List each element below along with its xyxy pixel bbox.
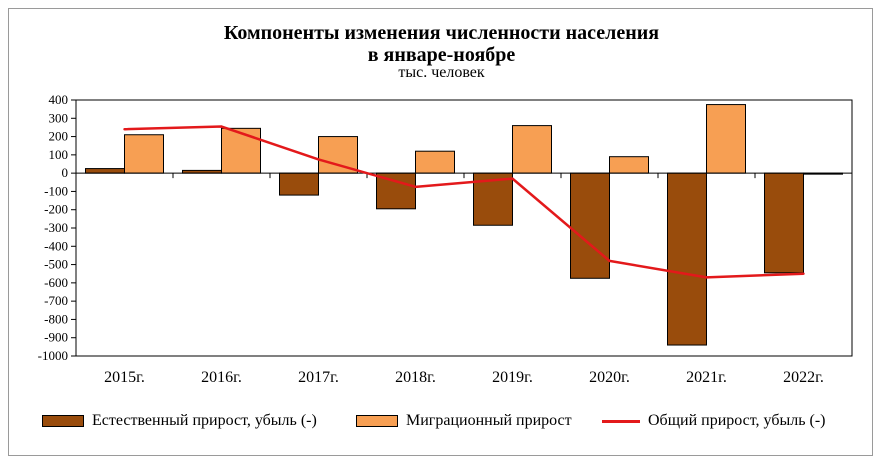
x-tick-label: 2018г. [395,369,436,386]
x-tick-label: 2021г. [686,369,727,386]
legend-item-natural: Естественный прирост, убыль (-) [42,412,317,430]
legend-item-total: Общий прирост, убыль (-) [602,412,826,430]
y-tick-label: -100 [44,183,68,198]
y-tick-label: 300 [49,110,69,125]
legend-label-migration: Миграционный прирост [406,412,572,429]
point-total [802,272,805,275]
point-total [608,259,611,263]
legend-swatch-migration [356,415,398,427]
point-total [511,177,514,180]
x-tick-label: 2017г. [298,369,339,386]
y-tick-label: -300 [44,220,68,235]
bar-migration [512,125,552,174]
x-tick-label: 2016г. [201,369,242,386]
y-tick-label: -500 [44,257,68,272]
bar-natural [279,172,319,196]
y-tick-label: 100 [49,147,69,162]
chart-subtitle: тыс. человек [398,64,485,81]
point-total [220,125,223,128]
y-tick-label: -200 [44,202,68,217]
legend-label-natural: Естественный прирост, убыль (-) [92,412,317,429]
bar-natural [764,172,804,274]
x-tick-label: 2015г. [104,369,145,386]
point-total [414,185,417,189]
bar-migration [609,156,649,174]
y-tick-label: 0 [62,165,69,180]
legend-swatch-natural [42,415,84,427]
bar-migration [124,134,164,174]
y-tick-label: -700 [44,293,68,308]
legend-label-total: Общий прирост, убыль (-) [648,412,826,429]
x-tick-label: 2019г. [492,369,533,386]
bar-natural [376,172,416,210]
bar-natural [570,172,610,279]
bar-migration [706,104,746,174]
point-total [705,276,708,279]
y-tick-label: 200 [49,129,69,144]
x-tick-label: 2020г. [589,369,630,386]
bar-migration [415,150,455,174]
y-tick-label: -1000 [38,348,68,363]
x-tick-label: 2022г. [783,369,824,386]
line-total [124,125,804,279]
bar-migration [318,136,358,174]
y-tick-label: -800 [44,311,68,326]
y-tick-label: -600 [44,275,68,290]
chart-title-line2: в январе-ноябре [367,44,516,66]
bar-migration [221,127,261,174]
y-tick-label: -900 [44,330,68,345]
point-total [317,158,320,161]
chart-title-line1: Компоненты изменения численности населен… [223,22,660,44]
y-tick-label: 400 [49,92,69,107]
chart-frame [8,8,873,456]
y-tick-label: -400 [44,238,68,253]
point-total [123,128,126,131]
legend-swatch-total [602,419,640,423]
legend-item-migration: Миграционный прирост [356,412,572,430]
chart-legend: Естественный прирост, убыль (-) Миграцио… [0,412,883,436]
bar-natural [85,168,125,174]
bar-natural [667,172,707,346]
